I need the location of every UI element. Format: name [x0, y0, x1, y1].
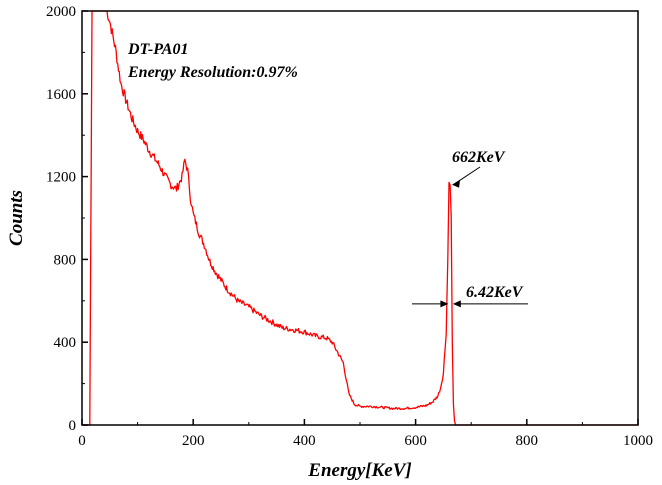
fwhm-label: 6.42KeV	[466, 284, 524, 301]
peak-arrowhead	[452, 179, 461, 188]
y-tick-label: 1200	[46, 170, 76, 186]
fwhm-right-arrowhead	[452, 300, 461, 308]
y-tick-label: 2000	[46, 4, 76, 20]
fwhm-left-arrowhead	[440, 300, 449, 308]
peak-energy-label: 662KeV	[452, 149, 506, 166]
x-tick-label: 800	[516, 433, 539, 449]
y-tick-label: 400	[54, 335, 77, 351]
y-tick-label: 0	[69, 418, 77, 434]
x-axis-title: Energy[KeV]	[307, 460, 411, 481]
x-tick-label: 400	[293, 433, 316, 449]
y-axis: 0 400 800 1200 1600 2000	[46, 4, 88, 434]
y-tick-label: 800	[54, 252, 77, 268]
y-axis-title: Counts	[6, 190, 27, 246]
annotation-lines	[412, 166, 528, 308]
x-tick-label: 1000	[623, 433, 653, 449]
x-tick-label: 200	[182, 433, 205, 449]
sample-id-label: DT-PA01	[127, 41, 188, 58]
x-axis: 0 200 400 600 800 1000	[78, 419, 653, 449]
energy-resolution-label: Energy Resolution:0.97%	[127, 64, 298, 81]
x-tick-label: 600	[404, 433, 427, 449]
y-tick-label: 1600	[46, 87, 76, 103]
x-tick-label: 0	[78, 433, 86, 449]
